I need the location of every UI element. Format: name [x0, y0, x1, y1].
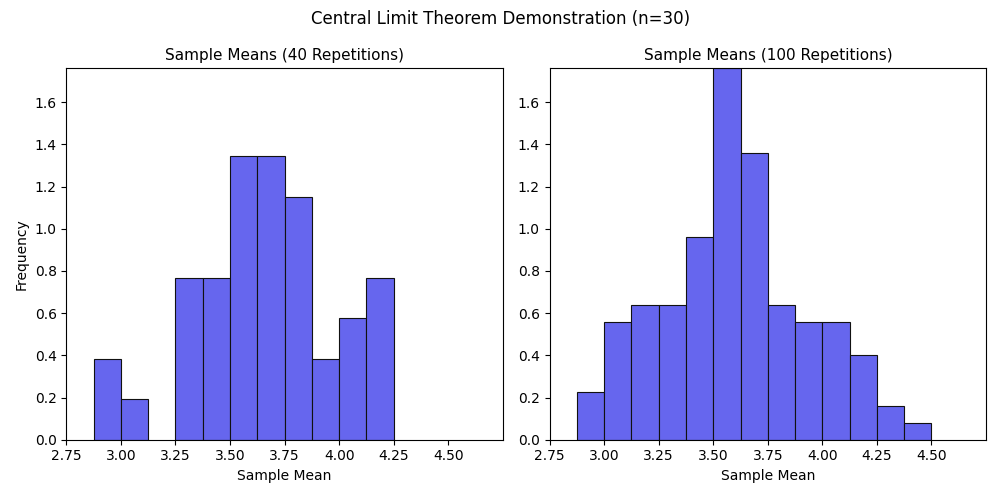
Bar [823, 322, 850, 440]
Y-axis label: Frequency: Frequency [15, 218, 29, 290]
Bar [175, 278, 203, 440]
Bar [257, 156, 284, 440]
Bar [741, 153, 768, 440]
Bar [632, 305, 659, 440]
Bar [904, 423, 932, 440]
Bar [659, 305, 686, 440]
Bar [795, 322, 823, 440]
Bar [850, 355, 877, 440]
Bar [94, 359, 121, 440]
Bar [339, 318, 366, 440]
Bar [284, 197, 312, 440]
Bar [230, 156, 257, 440]
Bar [203, 278, 230, 440]
Bar [312, 359, 339, 440]
Text: Central Limit Theorem Demonstration (n=30): Central Limit Theorem Demonstration (n=3… [311, 10, 690, 28]
Bar [605, 322, 632, 440]
Bar [686, 237, 714, 440]
Title: Sample Means (40 Repetitions): Sample Means (40 Repetitions) [165, 48, 404, 63]
Title: Sample Means (100 Repetitions): Sample Means (100 Repetitions) [644, 48, 892, 63]
Bar [577, 392, 605, 440]
X-axis label: Sample Mean: Sample Mean [237, 469, 331, 483]
Bar [714, 68, 741, 440]
Bar [121, 399, 148, 440]
X-axis label: Sample Mean: Sample Mean [721, 469, 815, 483]
Bar [877, 406, 904, 440]
Bar [768, 305, 795, 440]
Bar [366, 278, 393, 440]
